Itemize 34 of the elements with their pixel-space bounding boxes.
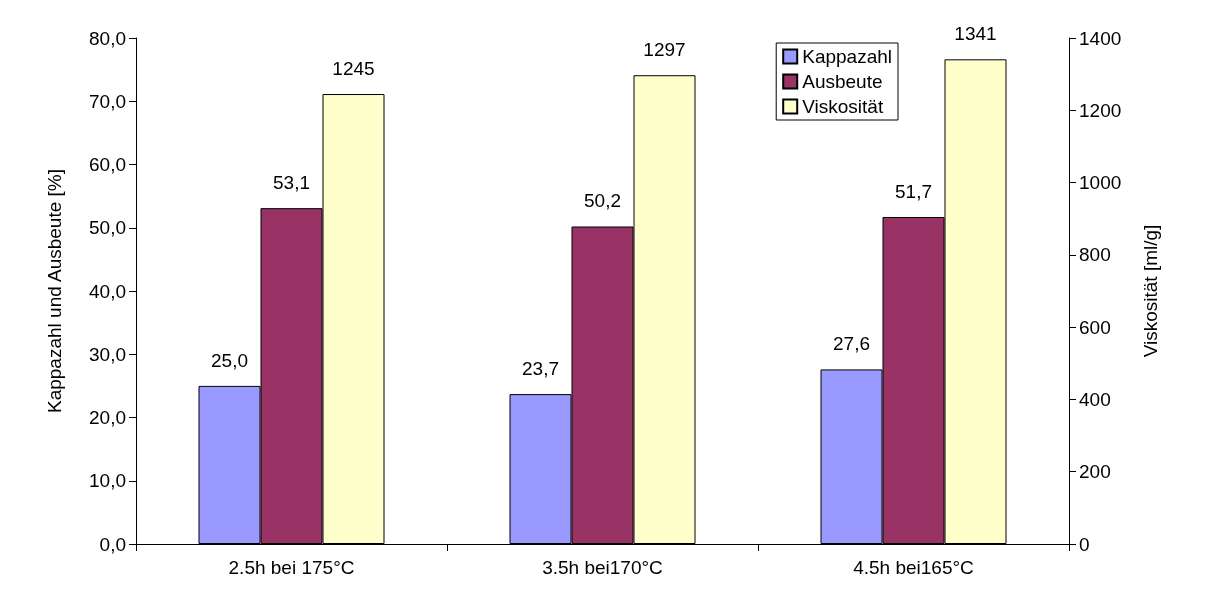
y-tick-label: 40,0	[89, 280, 126, 302]
y-tick-label: 70,0	[89, 90, 126, 112]
legend-label: Viskosität	[802, 96, 884, 117]
y-tick-label: 30,0	[89, 343, 126, 365]
y-tick-label: 20,0	[89, 407, 126, 428]
y2-tick-label: 1000	[1079, 172, 1122, 194]
y-tick-label: 80,0	[89, 27, 126, 49]
data-label: 53,1	[273, 172, 310, 194]
y2-axis-title: Viskosität [ml/g]	[1140, 224, 1161, 358]
y2-tick-label: 1200	[1079, 99, 1122, 121]
y-axis-title: Kappazahl und Ausbeute [%]	[44, 168, 65, 414]
legend-label: Ausbeute	[802, 71, 883, 92]
data-label: 23,7	[522, 358, 559, 380]
data-label: 1297	[643, 39, 686, 61]
data-label: 27,6	[833, 333, 870, 355]
y2-tick-label: 800	[1079, 244, 1111, 266]
data-label: 1341	[954, 23, 997, 45]
y2-tick-label: 200	[1079, 461, 1111, 483]
x-tick-label: 4.5h bei165°C	[853, 557, 974, 578]
y2-tick-label: 1400	[1079, 27, 1122, 49]
y2-tick-label: 0	[1079, 533, 1090, 555]
data-label: 1245	[332, 58, 375, 80]
legend-label: Kappazahl	[802, 46, 892, 67]
y2-tick-label: 600	[1079, 316, 1111, 338]
y-tick-label: 10,0	[89, 470, 126, 492]
data-label: 25,0	[211, 349, 248, 371]
data-label: 50,2	[584, 190, 621, 212]
x-tick-label: 3.5h bei170°C	[542, 557, 663, 578]
y-tick-label: 0,0	[99, 533, 126, 555]
x-tick-label: 2.5h bei 175°C	[228, 557, 355, 578]
y2-tick-label: 400	[1079, 388, 1111, 410]
y-tick-label: 60,0	[89, 154, 126, 175]
data-label: 51,7	[895, 181, 932, 202]
y-tick-label: 50,0	[89, 217, 126, 239]
